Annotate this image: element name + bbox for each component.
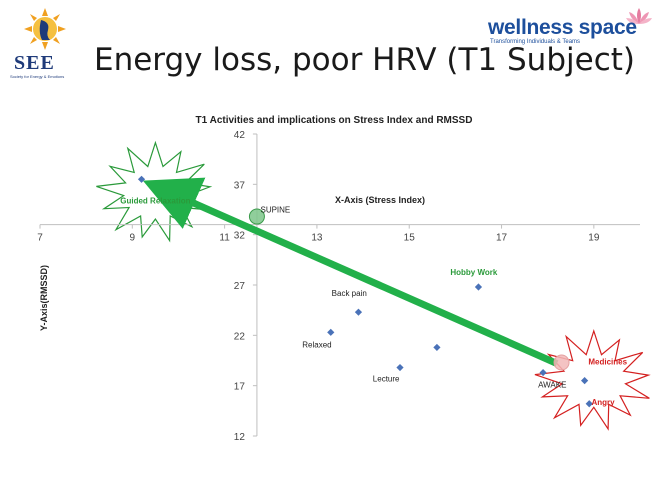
annotation-label: Hobby Work — [450, 268, 498, 277]
highlight-marker-0 — [248, 208, 265, 225]
annotations: Guided Relaxation SUPINE Hobby Work Back pa… — [120, 196, 627, 406]
see-logo: SEE Society for Energy & Emotions — [10, 8, 80, 80]
x-tick-label: 11 — [219, 233, 230, 244]
sun-face-icon — [24, 8, 66, 50]
chart-title: T1 Activities and implications on Stress… — [196, 115, 473, 126]
annotation-label: SUPINE — [260, 206, 290, 215]
y-tick-label: 27 — [234, 281, 246, 292]
wellness-space-logo-text: wellness space — [488, 16, 637, 39]
data-point — [581, 377, 589, 385]
y-tick-label: 17 — [234, 382, 246, 393]
x-tick-label: 7 — [37, 233, 43, 244]
annotation-label: AWAKE — [538, 381, 566, 390]
y-tick-label: 22 — [234, 331, 246, 342]
see-logo-subtitle: Society for Energy & Emotions — [10, 74, 65, 79]
data-points — [137, 175, 593, 408]
annotation-label: Angry — [592, 398, 616, 407]
lotus-icon — [626, 8, 652, 24]
trend-arrow — [142, 177, 570, 371]
data-point — [539, 368, 547, 377]
annotation-label: Back pain — [332, 289, 367, 298]
data-point — [396, 363, 404, 372]
highlight-marker-1 — [553, 354, 570, 371]
data-point — [327, 328, 335, 336]
data-point — [354, 308, 363, 316]
annotation-label: Lecture — [373, 375, 400, 384]
data-point — [474, 283, 483, 291]
x-tick-label: 13 — [311, 233, 323, 244]
x-tick-label: 15 — [404, 233, 416, 244]
x-axis-title: X-Axis (Stress Index) — [335, 195, 425, 205]
y-tick-label: 32 — [234, 231, 246, 242]
y-tick-label: 12 — [234, 432, 246, 443]
burst-shape-0 — [96, 140, 213, 243]
wellness-space-tagline: Transforming Individuals & Teams — [490, 39, 581, 45]
axes: 7 9 11 13 15 17 19 12 17 22 27 32 37 42 — [37, 130, 640, 443]
data-point — [137, 175, 146, 183]
data-point — [433, 343, 441, 352]
see-logo-text: SEE — [14, 52, 55, 74]
trend-arrow-line — [142, 177, 559, 367]
annotation-label: Relaxed — [302, 340, 331, 349]
y-axis-title: Y-Axis(RMSSD) — [39, 265, 49, 331]
y-tick-label: 37 — [234, 180, 246, 191]
annotation-label: Guided Relaxation — [120, 196, 190, 205]
data-point — [585, 400, 593, 408]
slide-title: Energy loss, poor HRV (T1 Subject) — [94, 42, 635, 78]
x-tick-label: 9 — [130, 233, 136, 244]
y-tick-label: 42 — [234, 130, 246, 141]
annotation-label: Medicines — [588, 358, 627, 367]
wellness-space-logo: wellness space Transforming Individuals … — [486, 6, 658, 48]
x-tick-label: 19 — [588, 233, 600, 244]
x-tick-label: 17 — [496, 233, 508, 244]
